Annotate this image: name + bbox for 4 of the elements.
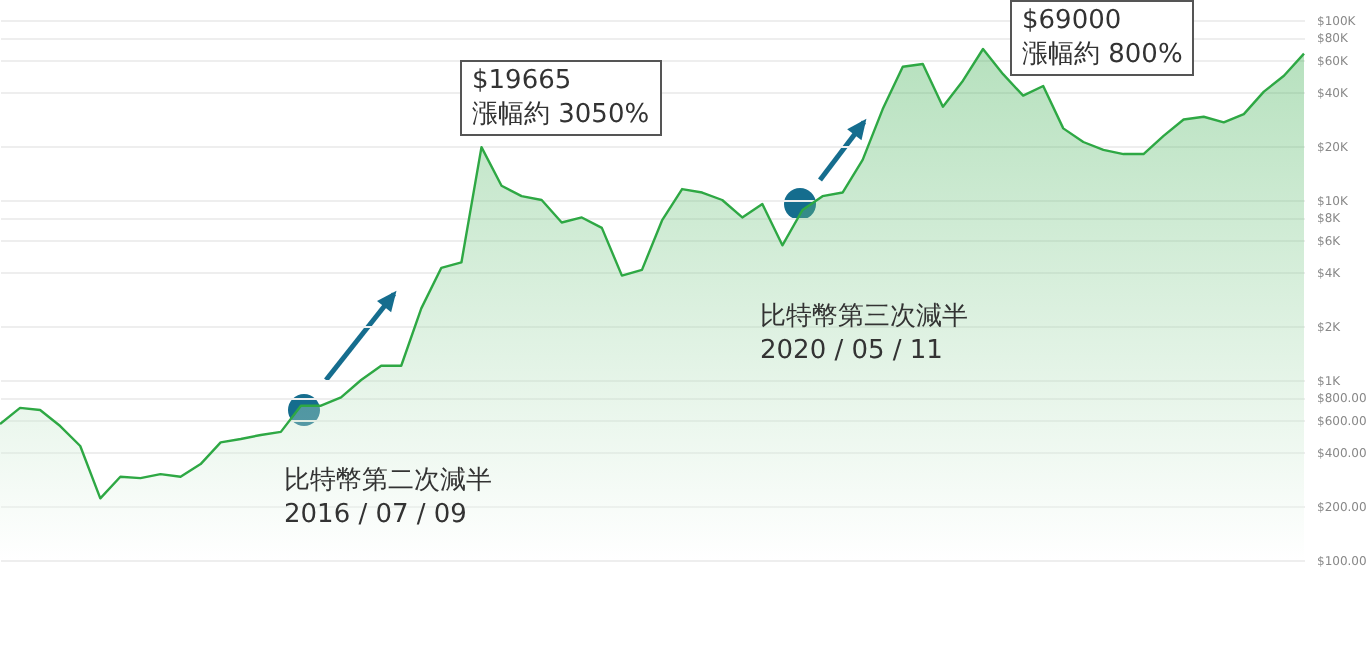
annotation: $69000 漲幅約 800%: [1010, 0, 1195, 76]
annotation: 比特幣第二次減半 2016 / 07 / 09: [284, 464, 492, 532]
annotation: $19665 漲幅約 3050%: [460, 60, 662, 136]
annotation: 比特幣第三次減半 2020 / 05 / 11: [760, 300, 968, 368]
